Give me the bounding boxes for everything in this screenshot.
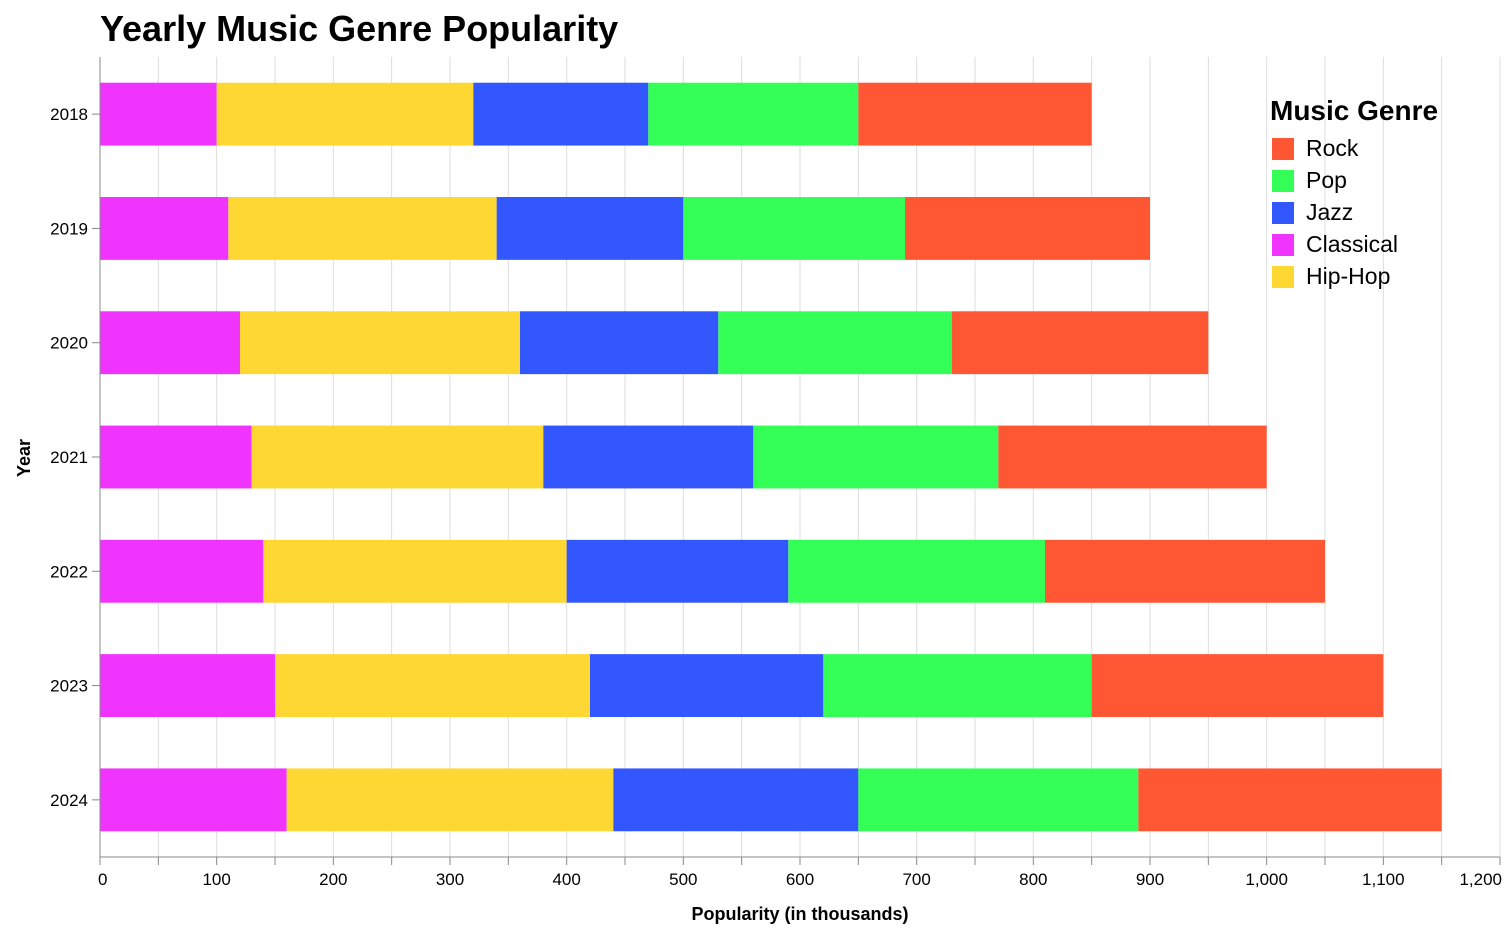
bar-jazz-2024 (613, 768, 859, 832)
bar-jazz-2020 (520, 311, 719, 375)
x-tick-label: 800 (1019, 870, 1047, 889)
x-tick-label: 1,200 (1459, 870, 1502, 889)
bar-rock-2023 (1091, 654, 1384, 717)
bar-pop-2022 (788, 539, 1045, 603)
bar-hip-hop-2024 (286, 768, 614, 832)
bar-pop-2020 (718, 311, 952, 375)
bar-jazz-2022 (566, 539, 789, 603)
bars (100, 82, 1442, 832)
legend-swatch-jazz (1272, 202, 1294, 224)
bar-classical-2024 (100, 768, 287, 832)
bar-classical-2020 (100, 311, 240, 375)
legend-swatch-pop (1272, 170, 1294, 192)
bar-jazz-2021 (543, 425, 754, 489)
y-tick-label: 2023 (50, 677, 88, 696)
y-tick-label: 2018 (50, 105, 88, 124)
legend-label-pop: Pop (1306, 167, 1347, 193)
bar-classical-2018 (100, 82, 217, 146)
legend-label-jazz: Jazz (1306, 199, 1353, 225)
bar-rock-2024 (1138, 768, 1442, 832)
y-tick-label: 2020 (50, 334, 88, 353)
bar-classical-2023 (100, 654, 275, 717)
bar-classical-2021 (100, 425, 252, 489)
bar-classical-2022 (100, 539, 264, 603)
legend-swatch-rock (1272, 138, 1294, 160)
bar-rock-2019 (905, 197, 1150, 260)
bar-hip-hop-2022 (263, 539, 567, 603)
bar-pop-2019 (683, 197, 905, 260)
legend-items: Rock Pop Jazz Classical Hip-Hop (1272, 135, 1398, 289)
y-axis-title: Year (14, 439, 34, 477)
bar-rock-2018 (858, 82, 1092, 146)
y-tick-label: 2019 (50, 219, 88, 238)
bar-pop-2021 (753, 425, 999, 489)
x-tick-label: 400 (552, 870, 580, 889)
bar-jazz-2019 (496, 197, 684, 260)
bar-classical-2019 (100, 197, 229, 260)
bar-hip-hop-2018 (216, 82, 474, 146)
bar-rock-2021 (998, 425, 1267, 489)
x-tick-label: 1,000 (1245, 870, 1288, 889)
x-tick-label: 1,100 (1362, 870, 1405, 889)
bar-hip-hop-2023 (275, 654, 590, 717)
bar-pop-2018 (648, 82, 859, 146)
x-tick-label: 500 (669, 870, 697, 889)
y-tick-label: 2022 (50, 562, 88, 581)
legend-label-rock: Rock (1306, 135, 1359, 161)
axes: 0 100 200 300 400 500 600 700 800 900 1,000 1,100 1,… (50, 57, 1502, 889)
bar-rock-2022 (1045, 539, 1325, 603)
bar-hip-hop-2021 (251, 425, 544, 489)
x-tick-label: 700 (902, 870, 930, 889)
y-tick-label: 2021 (50, 448, 88, 467)
y-tick-label: 2024 (50, 791, 88, 810)
x-tick-label: 0 (98, 870, 107, 889)
bar-jazz-2023 (590, 654, 824, 717)
legend: Music Genre Rock Pop Jazz Classical Hip-Hop (1270, 95, 1438, 289)
legend-swatch-hip-hop (1272, 266, 1294, 288)
x-axis-title: Popularity (in thousands) (691, 904, 908, 924)
x-tick-label: 900 (1136, 870, 1164, 889)
bar-rock-2020 (951, 311, 1209, 375)
legend-title: Music Genre (1270, 95, 1438, 126)
legend-label-hip-hop: Hip-Hop (1306, 263, 1390, 289)
x-tick-label: 100 (202, 870, 230, 889)
legend-label-classical: Classical (1306, 231, 1398, 257)
bar-hip-hop-2019 (228, 197, 497, 260)
chart-title: Yearly Music Genre Popularity (100, 8, 618, 49)
x-tick-label: 600 (786, 870, 814, 889)
bar-hip-hop-2020 (240, 311, 520, 375)
x-tick-label: 200 (319, 870, 347, 889)
bar-pop-2023 (823, 654, 1092, 717)
bar-jazz-2018 (473, 82, 649, 146)
x-tick-label: 300 (436, 870, 464, 889)
bar-pop-2024 (858, 768, 1139, 832)
legend-swatch-classical (1272, 234, 1294, 256)
